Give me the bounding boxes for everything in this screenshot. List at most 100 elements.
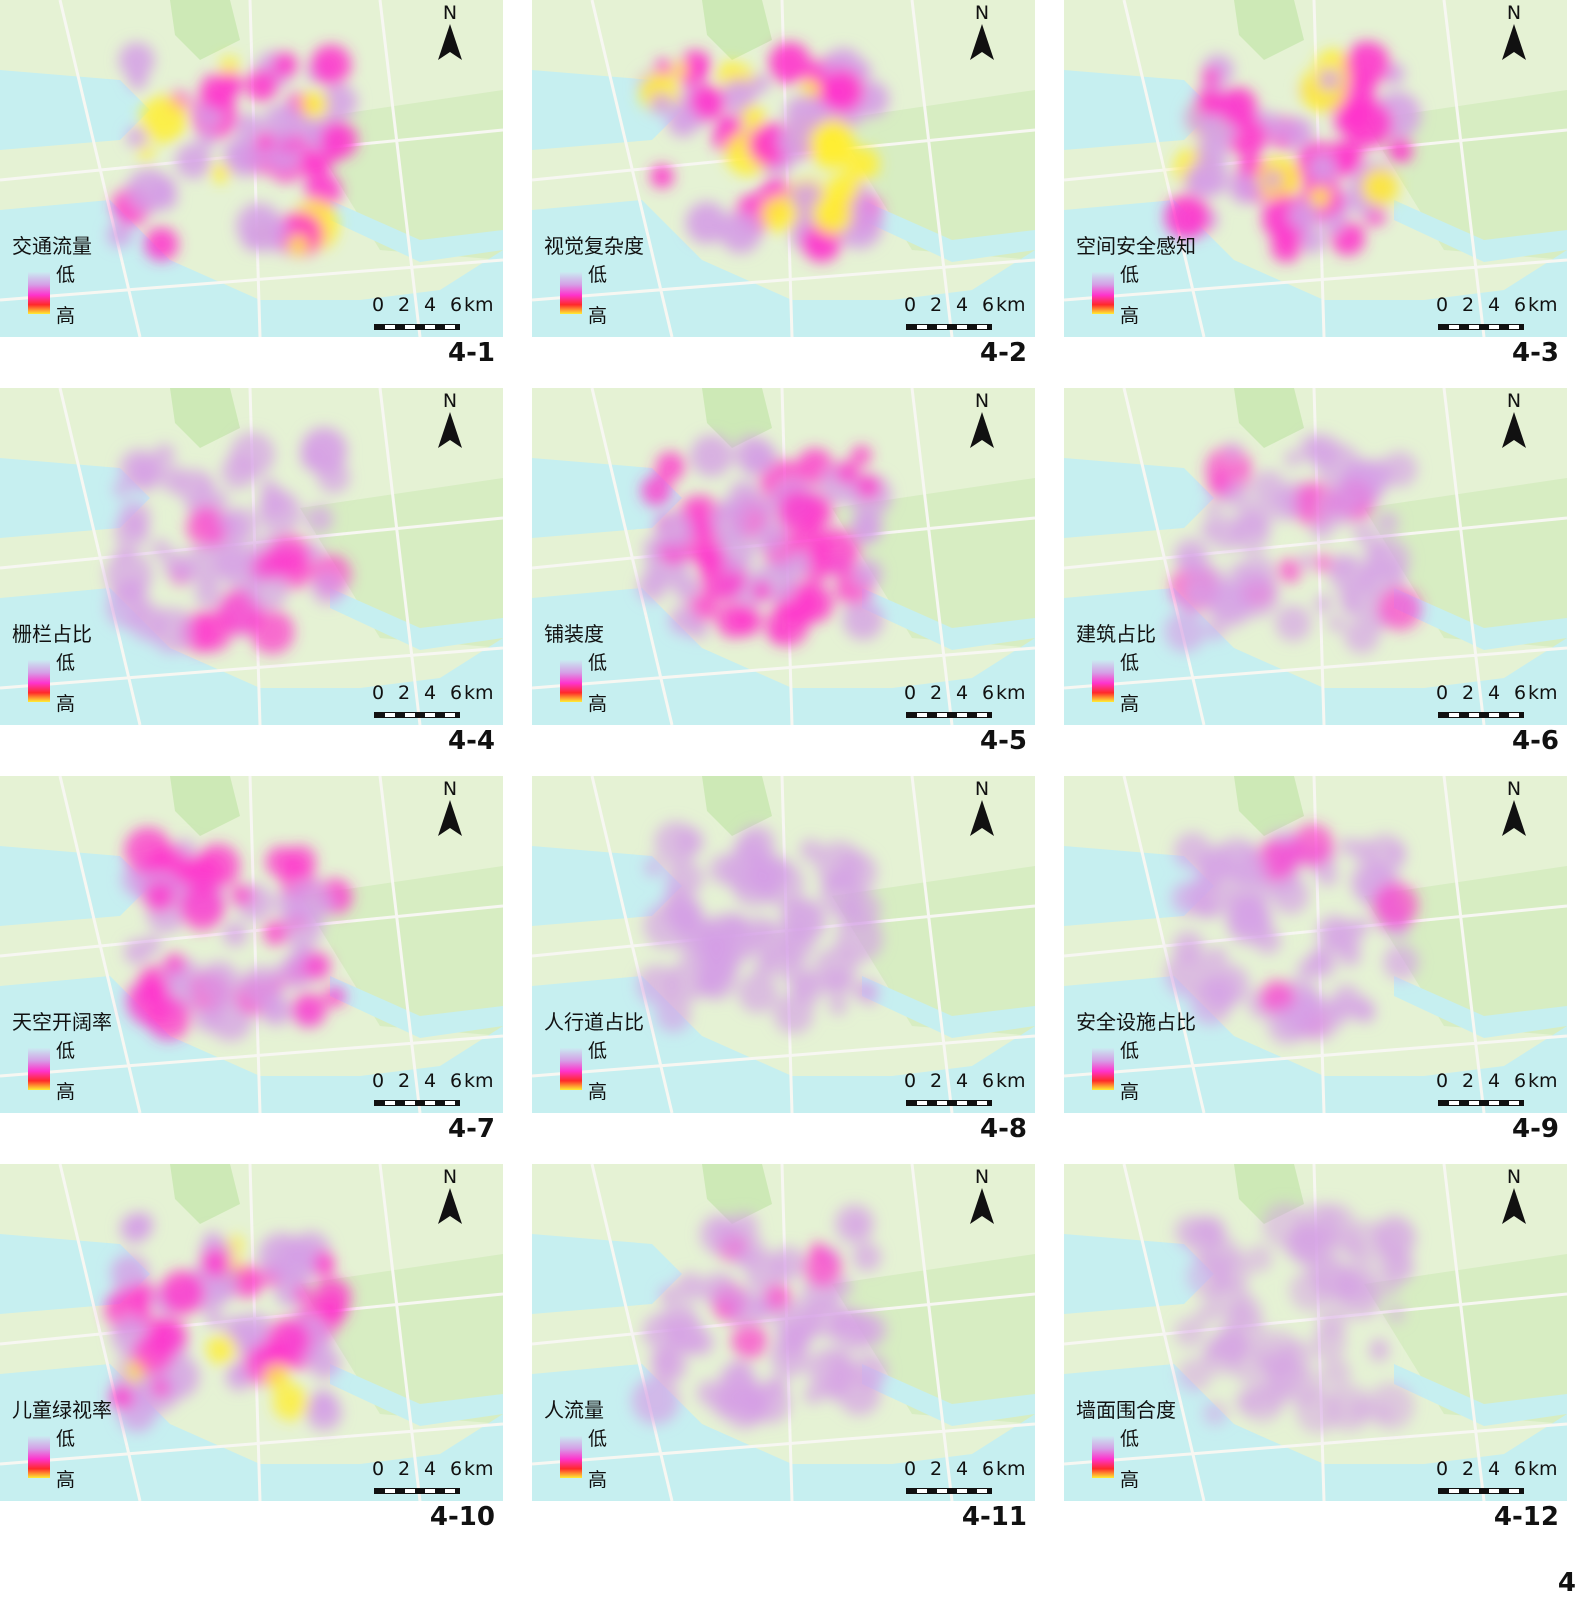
- heat-blob: [650, 164, 674, 189]
- heat-blob: [731, 1322, 768, 1360]
- scale-bar-graphic: [1438, 712, 1524, 718]
- heat-blob: [851, 445, 872, 466]
- heat-blob: [654, 510, 695, 551]
- legend-low-label: 低: [56, 1040, 76, 1062]
- heat-blob: [666, 960, 709, 1003]
- heat-blob: [132, 1333, 174, 1374]
- heat-blob: [851, 516, 880, 545]
- heat-blob: [263, 920, 289, 946]
- layer-name: 儿童绿视率: [12, 1398, 112, 1422]
- scale-unit: km: [996, 1458, 1026, 1480]
- heat-blob: [853, 1313, 887, 1347]
- heat-blob: [710, 1390, 738, 1418]
- panel-label: 4-8: [980, 1114, 1027, 1144]
- heatmap-map: [0, 0, 503, 337]
- scale-tick: 4: [956, 294, 969, 316]
- legend-low-label: 低: [588, 1040, 608, 1062]
- scale-bar-graphic: [1438, 1100, 1524, 1106]
- north-label: N: [1506, 390, 1522, 412]
- heat-blob: [667, 105, 699, 138]
- scale-tick: 2: [930, 294, 943, 316]
- heat-blob: [1174, 1317, 1206, 1348]
- scale-bar-graphic: [374, 712, 460, 718]
- heat-blob: [777, 125, 811, 159]
- scale-tick: 6: [1514, 294, 1527, 316]
- heat-blob: [766, 1374, 788, 1396]
- scale-unit: km: [1528, 1458, 1558, 1480]
- heat-blob: [1173, 832, 1212, 870]
- scale-tick: 0: [372, 1458, 385, 1480]
- scale-bar-graphic: [906, 1100, 992, 1106]
- heat-blob: [1245, 1244, 1273, 1273]
- heat-blob: [768, 42, 811, 84]
- heat-blob: [852, 1242, 882, 1272]
- heat-blob: [1195, 895, 1218, 919]
- heat-blob: [1206, 946, 1228, 968]
- scale-tick: 4: [1488, 1070, 1501, 1092]
- heat-blob: [1307, 1251, 1345, 1290]
- heat-blob: [777, 490, 823, 535]
- heatmap-map: [1064, 1164, 1567, 1501]
- heat-blob: [771, 1246, 806, 1281]
- heat-layer: [631, 1204, 888, 1429]
- heat-blob: [795, 584, 835, 623]
- heat-blob: [119, 1213, 150, 1244]
- north-arrow: N: [1496, 778, 1532, 838]
- scale-tick: 6: [982, 1070, 995, 1092]
- scale-bar-graphic: [906, 1488, 992, 1494]
- legend-high-label: 高: [56, 1469, 76, 1491]
- heatmap-map: [532, 0, 1035, 337]
- north-arrow: N: [432, 778, 468, 838]
- scale-unit: km: [1528, 294, 1558, 316]
- scale-tick: 2: [1462, 682, 1475, 704]
- legend-low-label: 低: [56, 264, 76, 286]
- scale-bar: 0 2 4 6 km: [904, 682, 1034, 722]
- heat-blob: [300, 90, 329, 119]
- heat-blob: [690, 434, 733, 477]
- heatmap-map: [532, 776, 1035, 1113]
- heat-blob: [1327, 615, 1345, 632]
- heat-layer: [105, 1212, 352, 1432]
- scale-tick: 0: [372, 294, 385, 316]
- legend-low-label: 低: [56, 652, 76, 674]
- heat-blob: [162, 551, 190, 579]
- scale-tick: 2: [1462, 294, 1475, 316]
- heat-blob: [262, 104, 302, 144]
- heat-blob: [1215, 1328, 1250, 1363]
- heat-blob: [219, 56, 240, 76]
- heat-blob: [1335, 1260, 1383, 1307]
- scale-tick: 4: [1488, 1458, 1501, 1480]
- heat-layer: [637, 434, 892, 647]
- heat-blob: [719, 211, 762, 254]
- panel-label: 4-1: [448, 338, 495, 368]
- heat-layer: [1165, 823, 1419, 1045]
- heat-blob: [803, 1248, 842, 1287]
- heat-blob: [1386, 1304, 1406, 1324]
- scale-tick: 0: [1436, 1458, 1449, 1480]
- heat-blob: [1318, 68, 1341, 91]
- heat-blob: [821, 1376, 847, 1402]
- scale-unit: km: [996, 294, 1026, 316]
- heat-blob: [303, 952, 331, 980]
- heat-blob: [1313, 594, 1333, 614]
- heat-blob: [1387, 138, 1413, 164]
- heat-blob: [221, 454, 256, 490]
- scale-tick: 2: [398, 1070, 411, 1092]
- legend-gradient: [1092, 272, 1114, 314]
- heat-blob: [685, 201, 728, 244]
- heat-blob: [652, 1348, 687, 1383]
- heat-blob: [109, 1385, 134, 1410]
- heat-blob: [151, 539, 171, 559]
- heat-blob: [1376, 511, 1399, 534]
- heat-blob: [287, 234, 309, 256]
- scale-bar-graphic: [906, 324, 992, 330]
- heat-blob: [1269, 489, 1301, 521]
- layer-name: 人流量: [544, 1398, 604, 1422]
- heat-blob: [752, 1296, 771, 1315]
- legend-gradient: [28, 1436, 50, 1478]
- heat-blob: [738, 1394, 766, 1423]
- heat-blob: [128, 71, 148, 90]
- heat-blob: [245, 567, 289, 611]
- heat-blob: [828, 996, 848, 1016]
- heat-blob: [206, 1311, 224, 1328]
